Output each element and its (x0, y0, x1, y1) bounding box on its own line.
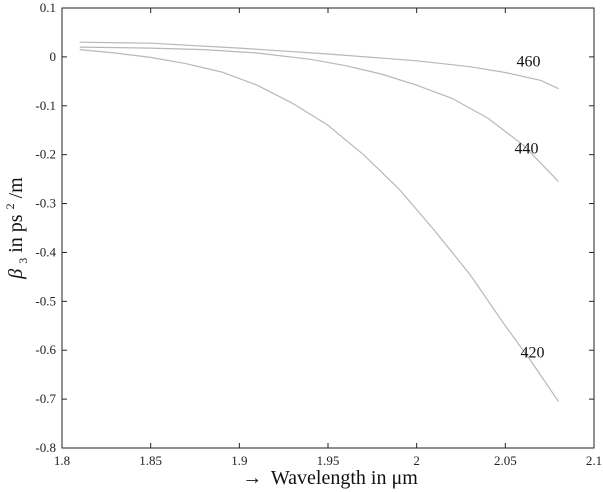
y-tick-label: -0.1 (35, 98, 56, 113)
x-tick-label: 2.05 (494, 453, 517, 468)
plot-area (61, 7, 595, 449)
y-tick-label: 0 (50, 49, 57, 64)
y-tick-label: -0.7 (35, 391, 56, 406)
y-tick-label: -0.3 (35, 196, 56, 211)
x-tick-label: 1.8 (54, 453, 70, 468)
series-line-420 (79, 49, 559, 402)
y-axis-ticks: 0.1 0 -0.1 -0.2 -0.3 -0.4 -0.5 -0.6 -0.7 -0.8 (35, 0, 594, 455)
series-label-460: 460 (517, 54, 541, 71)
y-tick-label: -0.8 (35, 440, 56, 455)
series-line-460 (79, 41, 559, 90)
series-lines (79, 41, 559, 402)
y-axis-title-subscript: 3 (16, 258, 30, 264)
series-line-440 (79, 46, 559, 183)
x-tick-label: 1.9 (231, 453, 247, 468)
x-axis-title-text: Wavelength in μm (271, 467, 418, 489)
series-labels: 420 440 460 (515, 54, 545, 362)
y-tick-label: -0.4 (35, 244, 56, 259)
y-tick-label: -0.2 (35, 147, 56, 162)
y-axis-title-superscript: 2 (3, 203, 17, 209)
y-tick-label: 0.1 (40, 0, 56, 15)
series-label-420: 420 (521, 345, 545, 362)
x-axis-title: → Wavelength in μm (242, 467, 418, 489)
y-tick-label: -0.6 (35, 342, 56, 357)
series-label-440: 440 (515, 141, 539, 158)
x-tick-label: 1.95 (317, 453, 340, 468)
x-tick-label: 2.1 (586, 453, 602, 468)
y-axis-title-symbol: β (5, 269, 27, 280)
y-axis-title: β 3 in ps 2 /m (0, 177, 32, 280)
x-tick-label: 1.85 (139, 453, 162, 468)
y-axis-title-suffix: /m (5, 177, 27, 199)
x-tick-label: 2 (413, 453, 420, 468)
y-axis-title-prefix: in ps (5, 214, 27, 253)
y-tick-label: -0.5 (35, 293, 56, 308)
x-axis-arrow: → (242, 467, 262, 489)
x-axis-ticks: 1.8 1.85 1.9 1.95 2 2.05 2.1 (54, 8, 602, 468)
